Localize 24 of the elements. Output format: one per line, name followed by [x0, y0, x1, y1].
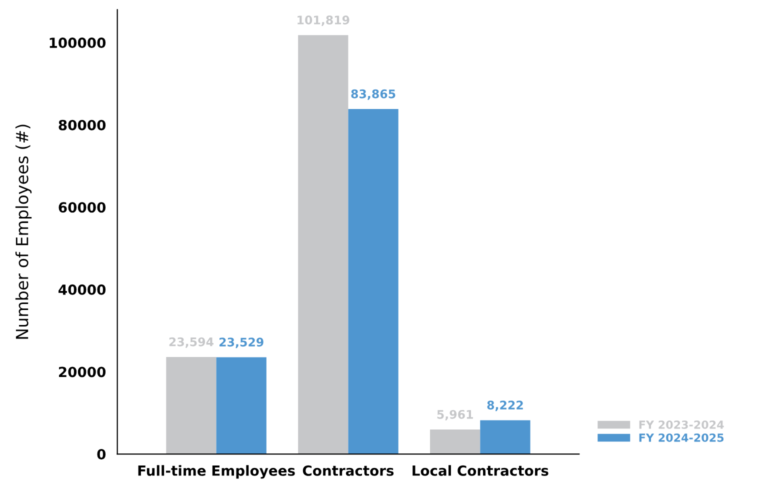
x-tick-label: Local Contractors — [412, 465, 548, 476]
bar — [348, 108, 398, 454]
data-label: 5,961 — [437, 410, 473, 420]
y-tick-label: 100000 — [50, 38, 106, 48]
y-tick-label: 0 — [97, 448, 106, 460]
bar — [216, 357, 266, 454]
bar — [166, 356, 216, 454]
y-tick-label: 40000 — [58, 284, 106, 295]
data-label: 23,594 — [169, 337, 214, 348]
data-label: 23,529 — [220, 338, 264, 348]
x-tick-label: Full-time Employees — [138, 465, 295, 479]
bar — [298, 35, 348, 454]
data-label: 83,865 — [351, 89, 396, 100]
x-tick-label: Contractors — [302, 465, 394, 476]
y-tick-label: 60000 — [58, 202, 106, 213]
legend-label: FY 2024-2025 — [639, 433, 724, 442]
data-label: 8,222 — [487, 400, 523, 412]
data-label: 101,819 — [298, 16, 350, 26]
bar — [430, 429, 480, 454]
y-axis-title: Number of Employees (#) — [15, 124, 32, 339]
y-tick-label: 80000 — [58, 120, 106, 130]
legend-label: FY 2023-2024 — [639, 420, 724, 429]
y-tick-label: 20000 — [59, 366, 106, 378]
bar — [480, 420, 530, 454]
